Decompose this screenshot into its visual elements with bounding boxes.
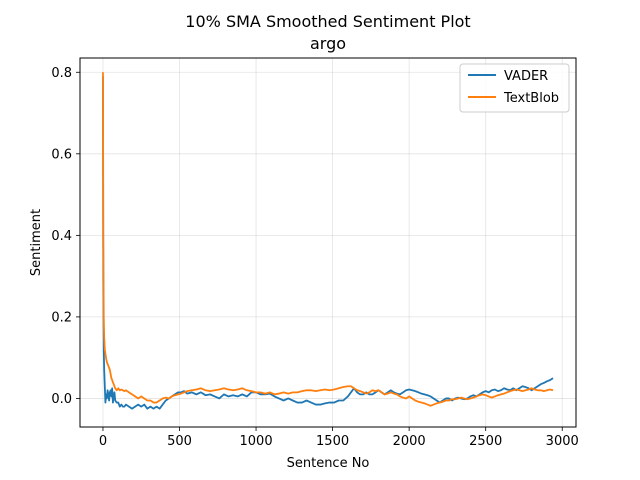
legend: VADER TextBlob — [459, 63, 570, 113]
chart-title: 10% SMA Smoothed Sentiment Plot — [185, 12, 470, 31]
x-tick-label: 2500 — [469, 434, 502, 449]
plot-area — [79, 57, 577, 428]
x-tick-label: 1500 — [316, 434, 349, 449]
x-tick-label: 1000 — [240, 434, 273, 449]
series-lines — [102, 72, 554, 410]
series-line-textblob — [102, 72, 554, 407]
grid — [80, 58, 576, 427]
y-axis-label: Sentiment — [29, 209, 44, 276]
legend-label-textblob: TextBlob — [503, 91, 559, 106]
y-tick-label: 0.0 — [51, 392, 72, 407]
x-tick-label: 0 — [99, 434, 107, 449]
legend-label-vader: VADER — [504, 69, 548, 84]
x-tick-label: 2000 — [393, 434, 426, 449]
y-tick-label: 0.2 — [51, 310, 72, 325]
x-tick-label: 500 — [167, 434, 192, 449]
y-tick-label: 0.8 — [51, 66, 72, 81]
x-axis-label: Sentence No — [287, 456, 370, 471]
axis-ticks: 0 500 1000 1500 2000 2500 3000 0.0 0.2 0.4 0.6 0.8 — [51, 66, 578, 449]
x-tick-label: 3000 — [546, 434, 579, 449]
y-tick-label: 0.6 — [51, 147, 72, 162]
chart-subtitle: argo — [310, 34, 346, 53]
y-tick-label: 0.4 — [51, 229, 72, 244]
